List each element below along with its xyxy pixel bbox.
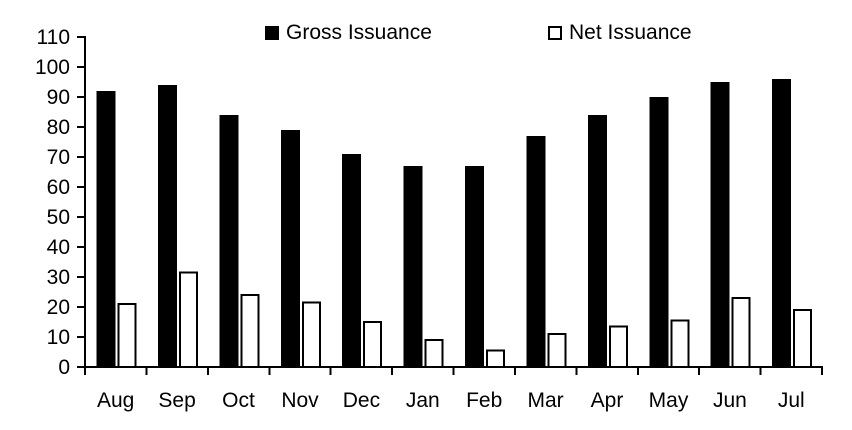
y-tick-label-20: 20	[47, 296, 70, 319]
x-category-label-dec: Dec	[343, 389, 380, 412]
bar-net-issuance-oct	[240, 294, 260, 368]
bar-net-issuance-nov	[301, 301, 321, 368]
bar-gross-issuance-jul	[772, 79, 792, 367]
x-category-label-mar: Mar	[528, 389, 564, 412]
bar-gross-issuance-nov	[280, 130, 300, 367]
x-category-label-jun: Jun	[713, 389, 747, 412]
y-tick-label-10: 10	[47, 326, 70, 349]
bar-net-issuance-aug	[117, 303, 137, 368]
x-category-label-nov: Nov	[281, 389, 319, 412]
bar-gross-issuance-sep	[157, 85, 177, 367]
x-category-label-may: May	[649, 389, 689, 412]
x-category-label-aug: Aug	[97, 389, 134, 412]
bar-net-issuance-feb	[486, 349, 505, 368]
x-category-label-jan: Jan	[406, 389, 440, 412]
bar-net-issuance-jul	[793, 309, 813, 368]
y-tick-label-30: 30	[47, 266, 70, 289]
y-tick-label-50: 50	[47, 206, 70, 229]
bar-gross-issuance-mar	[526, 136, 546, 367]
bar-net-issuance-apr	[608, 325, 628, 368]
x-category-label-apr: Apr	[591, 389, 624, 412]
bar-gross-issuance-may	[649, 97, 669, 367]
bar-gross-issuance-jan	[403, 166, 423, 367]
bar-gross-issuance-jun	[710, 82, 730, 367]
bar-net-issuance-dec	[363, 321, 383, 368]
x-category-label-sep: Sep	[158, 389, 195, 412]
bar-net-issuance-jun	[731, 297, 751, 368]
bar-gross-issuance-dec	[342, 154, 362, 367]
y-tick-label-90: 90	[47, 86, 70, 109]
y-tick-label-80: 80	[47, 116, 70, 139]
x-category-label-jul: Jul	[778, 389, 805, 412]
bar-gross-issuance-feb	[465, 166, 484, 367]
y-tick-label-110: 110	[37, 26, 70, 49]
bar-gross-issuance-apr	[587, 115, 607, 367]
bar-gross-issuance-oct	[219, 115, 239, 367]
y-tick-label-0: 0	[58, 356, 70, 379]
bar-net-issuance-jan	[424, 339, 444, 368]
bar-net-issuance-may	[670, 319, 690, 368]
y-tick-label-100: 100	[35, 56, 70, 79]
bar-net-issuance-mar	[547, 333, 567, 368]
x-category-label-oct: Oct	[222, 389, 255, 412]
x-category-label-feb: Feb	[466, 389, 502, 412]
y-tick-label-70: 70	[47, 146, 70, 169]
y-tick-label-40: 40	[47, 236, 70, 259]
y-tick-label-60: 60	[47, 176, 70, 199]
bar-net-issuance-sep	[178, 271, 198, 368]
bar-gross-issuance-aug	[96, 91, 116, 367]
